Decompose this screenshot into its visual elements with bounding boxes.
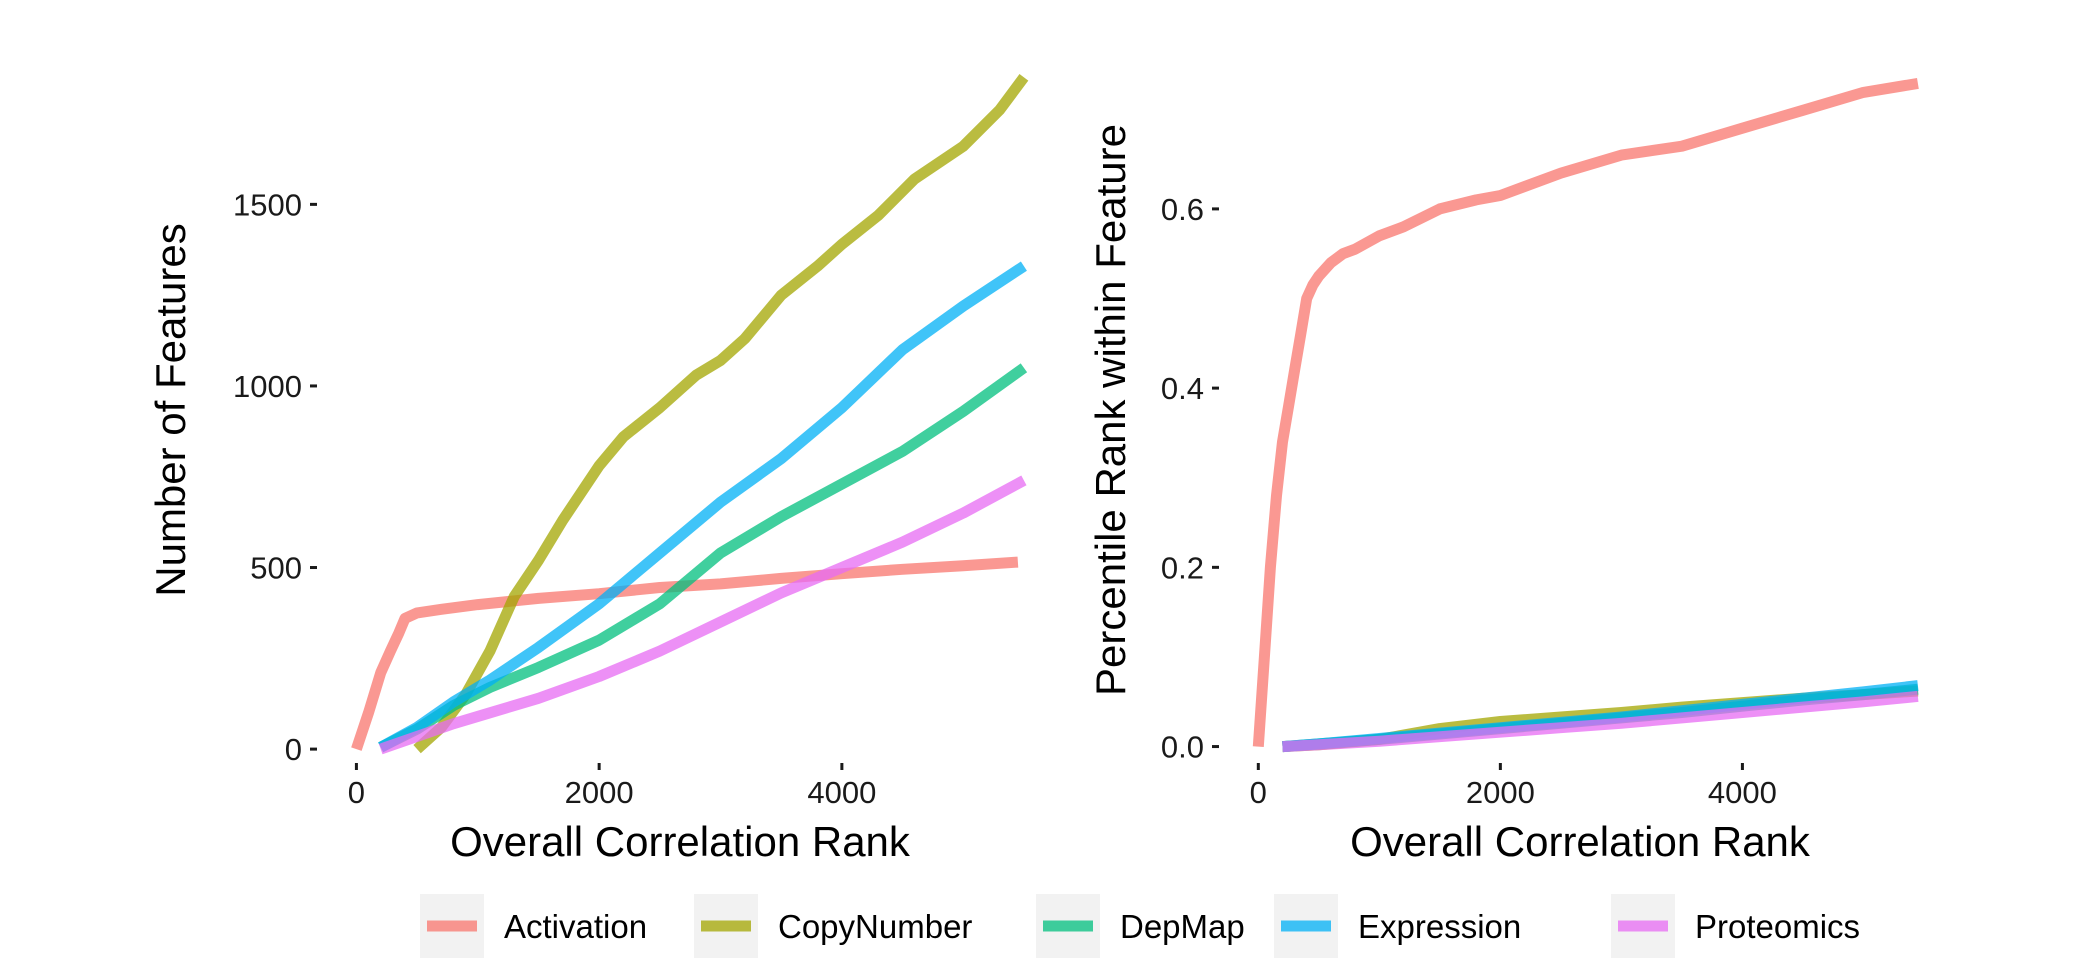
- x-tick-label: 0: [348, 775, 365, 810]
- y-tick-label: 0.4: [1161, 371, 1204, 406]
- charts: 0 500 1000 1500 0 2000 4000 Overall Correlation…: [147, 74, 1919, 865]
- x-axis-title: Overall Correlation Rank: [1350, 818, 1811, 865]
- series-lines: [1252, 77, 1919, 753]
- y-tick-label: 0.6: [1161, 192, 1204, 227]
- legend-item-proteomics: Proteomics: [1611, 894, 1860, 958]
- series-line-proteomics: [1282, 690, 1919, 753]
- legend-label: DepMap: [1120, 908, 1245, 945]
- chart-panel-2: 0.0 0.2 0.4 0.6 0 2000 4000 Overall Correlation…: [1087, 77, 1919, 865]
- legend-label: Proteomics: [1695, 908, 1860, 945]
- y-axis-title: Number of Features: [147, 223, 194, 597]
- y-tick-label: 0.2: [1161, 550, 1204, 585]
- legend-item-activation: Activation: [420, 894, 647, 958]
- legend-item-depmap: DepMap: [1036, 894, 1245, 958]
- x-tick-label: 4000: [1708, 775, 1777, 810]
- legend-label: CopyNumber: [778, 908, 972, 945]
- y-axis-ticks: 0.0 0.2 0.4 0.6: [1161, 192, 1219, 765]
- x-tick-label: 2000: [1466, 775, 1535, 810]
- x-tick-label: 2000: [565, 775, 634, 810]
- legend-item-expression: Expression: [1274, 894, 1521, 958]
- legend-item-copynumber: CopyNumber: [694, 894, 972, 958]
- y-axis-title: Percentile Rank within Feature: [1087, 124, 1134, 696]
- x-axis-ticks: 0 2000 4000: [348, 763, 876, 810]
- legend-label: Expression: [1358, 908, 1521, 945]
- x-tick-label: 0: [1250, 775, 1267, 810]
- y-axis-ticks: 0 500 1000 1500: [233, 187, 317, 767]
- legend-label: Activation: [504, 908, 647, 945]
- y-tick-label: 500: [250, 551, 302, 586]
- series-line-expression: [378, 261, 1027, 753]
- x-tick-label: 4000: [807, 775, 876, 810]
- legend: Activation CopyNumber DepMap Expression Prot…: [420, 894, 1860, 958]
- chart-panel-1: 0 500 1000 1500 0 2000 4000 Overall Correlation…: [147, 74, 1029, 865]
- x-axis-ticks: 0 2000 4000: [1250, 763, 1777, 810]
- series-lines: [351, 74, 1029, 755]
- y-tick-label: 1000: [233, 369, 302, 404]
- y-tick-label: 0.0: [1161, 730, 1204, 765]
- series-line-activation: [1252, 77, 1919, 747]
- series-line-copynumber: [413, 74, 1029, 754]
- x-axis-title: Overall Correlation Rank: [450, 818, 911, 865]
- y-tick-label: 0: [285, 732, 302, 767]
- series-line-proteomics: [378, 475, 1027, 755]
- y-tick-label: 1500: [233, 187, 302, 222]
